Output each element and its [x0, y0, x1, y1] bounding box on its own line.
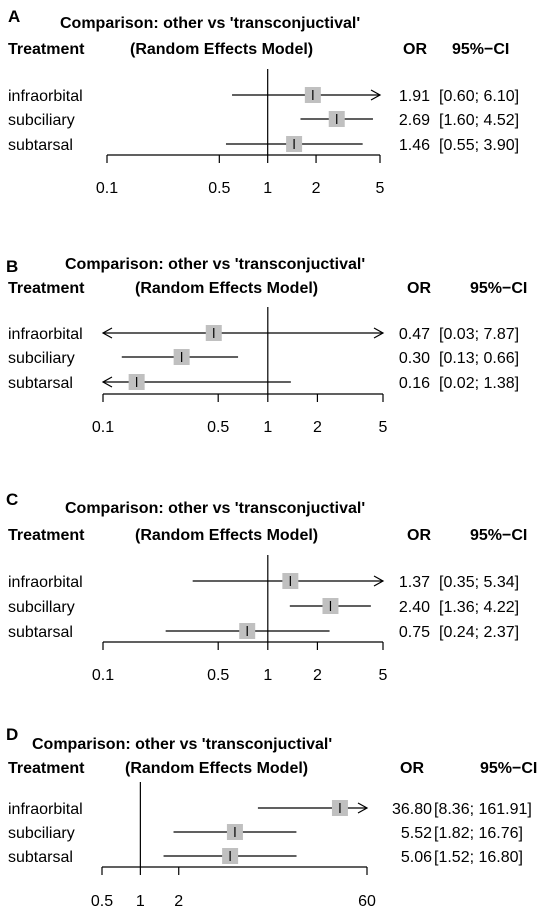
x-tick-label: 2 — [312, 180, 321, 197]
or-value: 5.06 — [401, 849, 432, 866]
ci-value: [1.36; 4.22] — [439, 599, 519, 616]
or-value: 5.52 — [401, 825, 432, 842]
row-label: infraorbital — [8, 88, 83, 105]
column-header-ci: 95%−CI — [480, 760, 537, 777]
ci-value: [1.52; 16.80] — [434, 849, 523, 866]
ci-value: [1.82; 16.76] — [434, 825, 523, 842]
panel-label: B — [6, 257, 18, 276]
ci-value: [0.55; 3.90] — [439, 137, 519, 154]
x-tick-label: 1 — [263, 180, 272, 197]
column-header-or: OR — [407, 527, 431, 544]
panel-title: Comparison: other vs 'transconjuctival' — [65, 256, 365, 273]
x-tick-label: 5 — [379, 419, 388, 436]
ci-value: [8.36; 161.91] — [434, 801, 532, 818]
ci-arrow-left — [101, 376, 113, 388]
ci-arrow-right — [357, 802, 369, 814]
x-tick-label: 1 — [263, 419, 272, 436]
panel-title: Comparison: other vs 'transconjuctival' — [60, 15, 360, 32]
ci-arrow-right — [370, 89, 382, 101]
or-value: 2.40 — [399, 599, 430, 616]
x-tick-label: 0.5 — [207, 667, 229, 684]
column-header-or: OR — [403, 41, 427, 58]
ci-value: [1.60; 4.52] — [439, 112, 519, 129]
column-header-model: (Random Effects Model) — [130, 41, 313, 58]
x-tick-label: 1 — [263, 667, 272, 684]
row-label: infraorbital — [8, 326, 83, 343]
row-label: subtarsal — [8, 375, 73, 392]
x-tick-label: 5 — [376, 180, 385, 197]
ci-arrow-right — [373, 575, 385, 587]
row-label: infraorbital — [8, 801, 83, 818]
column-header-treatment: Treatment — [8, 527, 85, 544]
x-tick-label: 1 — [136, 893, 145, 910]
x-tick-label: 0.5 — [208, 180, 230, 197]
row-label: subcillary — [8, 599, 75, 616]
column-header-ci: 95%−CI — [452, 41, 509, 58]
column-header-treatment: Treatment — [8, 41, 85, 58]
panel-label: D — [6, 725, 18, 744]
panel-title: Comparison: other vs 'transconjuctival' — [65, 500, 365, 517]
row-label: infraorbital — [8, 574, 83, 591]
row-label: subciliary — [8, 350, 75, 367]
column-header-or: OR — [407, 280, 431, 297]
ci-value: [0.24; 2.37] — [439, 624, 519, 641]
x-tick-label: 2 — [174, 893, 183, 910]
ci-value: [0.02; 1.38] — [439, 375, 519, 392]
x-tick-label: 2 — [313, 419, 322, 436]
column-header-model: (Random Effects Model) — [135, 280, 318, 297]
x-tick-label: 0.5 — [207, 419, 229, 436]
or-value: 0.30 — [399, 350, 430, 367]
column-header-treatment: Treatment — [8, 760, 85, 777]
row-label: subtarsal — [8, 137, 73, 154]
row-label: subtarsal — [8, 849, 73, 866]
ci-arrow-right — [373, 327, 385, 339]
or-value: 0.47 — [399, 326, 430, 343]
or-value: 1.91 — [399, 88, 430, 105]
ci-value: [0.35; 5.34] — [439, 574, 519, 591]
or-value: 0.75 — [399, 624, 430, 641]
or-value: 36.80 — [392, 801, 432, 818]
panel-label: C — [6, 490, 18, 509]
column-header-ci: 95%−CI — [470, 527, 527, 544]
column-header-treatment: Treatment — [8, 280, 85, 297]
column-header-model: (Random Effects Model) — [135, 527, 318, 544]
ci-value: [0.03; 7.87] — [439, 326, 519, 343]
ci-value: [0.13; 0.66] — [439, 350, 519, 367]
column-header-or: OR — [400, 760, 424, 777]
ci-value: [0.60; 6.10] — [439, 88, 519, 105]
row-label: subtarsal — [8, 624, 73, 641]
or-value: 1.37 — [399, 574, 430, 591]
x-tick-label: 0.1 — [92, 419, 114, 436]
x-tick-label: 5 — [379, 667, 388, 684]
x-tick-label: 0.5 — [91, 893, 113, 910]
column-header-ci: 95%−CI — [470, 280, 527, 297]
or-value: 1.46 — [399, 137, 430, 154]
or-value: 2.69 — [399, 112, 430, 129]
ci-arrow-left — [101, 327, 113, 339]
or-value: 0.16 — [399, 375, 430, 392]
panel-title: Comparison: other vs 'transconjuctival' — [32, 736, 332, 753]
x-tick-label: 60 — [358, 893, 376, 910]
row-label: subciliary — [8, 112, 75, 129]
column-header-model: (Random Effects Model) — [125, 760, 308, 777]
row-label: subciliary — [8, 825, 75, 842]
x-tick-label: 0.1 — [96, 180, 118, 197]
x-tick-label: 2 — [313, 667, 322, 684]
x-tick-label: 0.1 — [92, 667, 114, 684]
panel-label: A — [8, 7, 20, 26]
